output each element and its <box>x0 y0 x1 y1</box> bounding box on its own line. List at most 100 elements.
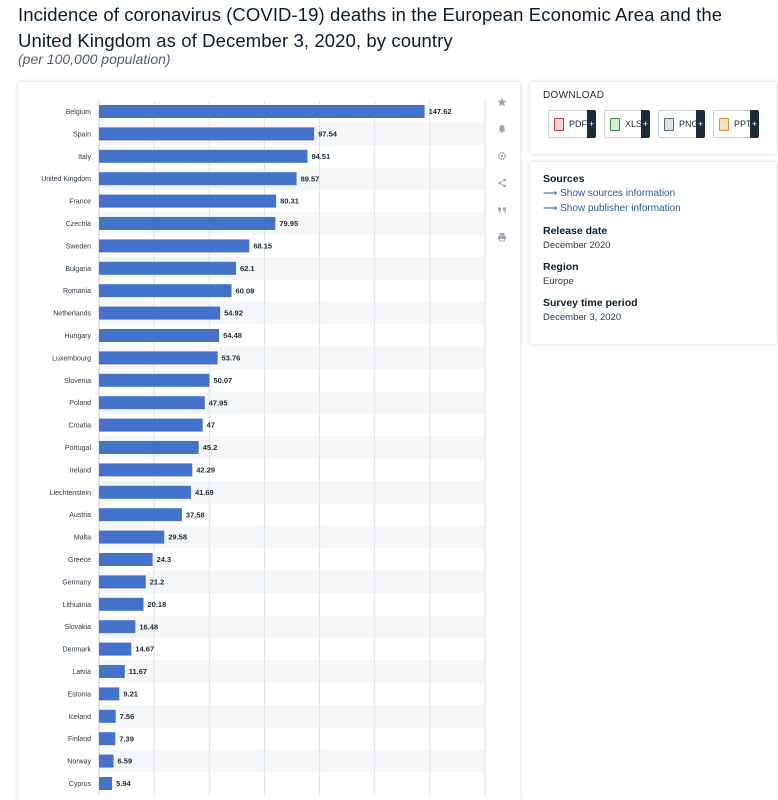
category-label: Spain <box>73 131 91 138</box>
download-pdf-button[interactable]: PDF + <box>548 110 596 138</box>
bar <box>99 754 114 768</box>
download-png-button[interactable]: PNG + <box>658 110 705 138</box>
category-label: Denmark <box>63 647 92 654</box>
plus-icon: + <box>587 110 596 138</box>
quote-icon[interactable] <box>490 198 514 222</box>
row-band <box>99 525 485 549</box>
value-label: 50.07 <box>213 376 232 385</box>
region-heading: Region <box>543 261 579 273</box>
row-band <box>99 615 485 638</box>
category-label: Romania <box>63 288 91 295</box>
chart-card: Belgium 147.62 Spain 97.54 Italy 94.51 United … <box>18 82 520 800</box>
value-label: 62.1 <box>240 264 255 273</box>
download-xls-button[interactable]: XLS + <box>604 110 650 138</box>
chart-toolbar <box>490 90 514 252</box>
region-value: Europe <box>543 276 574 287</box>
value-label: 20.18 <box>148 600 167 609</box>
show-sources-link[interactable]: ⟶ Show sources information <box>543 188 675 199</box>
value-label: 47.95 <box>209 398 228 407</box>
value-label: 7.56 <box>120 712 135 721</box>
bar <box>99 441 199 454</box>
value-label: 24.3 <box>157 555 172 564</box>
bar-chart: Belgium 147.62 Spain 97.54 Italy 94.51 United … <box>41 100 486 795</box>
value-label: 14.67 <box>135 645 154 654</box>
gear-icon[interactable] <box>490 144 514 168</box>
bar <box>99 194 277 208</box>
category-label: Iceland <box>68 714 91 721</box>
value-label: 11.67 <box>129 667 147 676</box>
download-pdf-label: PDF <box>569 119 587 129</box>
category-label: Estonia <box>68 691 91 698</box>
category-label: Hungary <box>65 333 92 340</box>
category-label: Poland <box>69 400 91 407</box>
category-label: Bulgaria <box>65 266 91 273</box>
category-label: Lithuania <box>63 602 92 609</box>
show-publisher-label: Show publisher information <box>560 203 681 214</box>
category-label: Norway <box>67 759 91 766</box>
ppt-file-icon <box>719 117 729 131</box>
value-label: 16.48 <box>139 622 158 631</box>
category-label: Croatia <box>68 423 91 430</box>
plus-icon: + <box>696 110 705 138</box>
value-label: 29.58 <box>168 533 187 542</box>
bar <box>99 485 191 499</box>
bell-icon[interactable] <box>490 117 514 141</box>
bar <box>99 642 132 656</box>
share-icon[interactable] <box>490 171 514 195</box>
value-label: 47 <box>207 421 215 430</box>
category-label: Finland <box>68 736 91 743</box>
category-label: Sweden <box>66 243 91 250</box>
category-label: Czechia <box>66 221 91 228</box>
value-label: 21.2 <box>150 578 165 587</box>
print-icon[interactable] <box>490 225 514 249</box>
row-band <box>99 481 485 504</box>
bar <box>99 597 144 611</box>
show-publisher-link[interactable]: ⟶ Show publisher information <box>543 203 681 214</box>
bar <box>99 351 218 365</box>
value-label: 54.48 <box>223 331 242 340</box>
value-label: 45.2 <box>203 443 218 452</box>
row-band <box>99 570 485 594</box>
category-label: Slovakia <box>65 624 92 631</box>
category-label: Belgium <box>66 109 91 116</box>
value-label: 42.29 <box>196 466 215 475</box>
bar <box>99 418 203 432</box>
info-panel: Sources ⟶ Show sources information ⟶ Sho… <box>530 162 776 344</box>
category-label: Ireland <box>70 467 92 474</box>
category-label: Austria <box>69 512 91 519</box>
value-label: 60.08 <box>236 286 255 295</box>
category-label: France <box>69 199 91 206</box>
category-label: Malta <box>74 535 91 542</box>
xls-file-icon <box>610 117 620 131</box>
download-title: DOWNLOAD <box>543 90 605 101</box>
row-band <box>99 749 485 773</box>
bar <box>99 508 182 522</box>
survey-period-heading: Survey time period <box>543 297 638 309</box>
arrow-right-icon: ⟶ <box>543 188 558 199</box>
survey-period-value: December 3, 2020 <box>543 312 622 323</box>
category-label: Italy <box>78 154 91 161</box>
value-label: 97.54 <box>318 130 338 139</box>
bar <box>99 284 232 298</box>
bar <box>99 149 308 163</box>
category-label: Luxembourg <box>52 355 91 362</box>
download-ppt-label: PPT <box>734 119 752 129</box>
value-label: 9.21 <box>123 690 138 699</box>
bar <box>99 553 153 566</box>
value-label: 94.51 <box>311 152 330 161</box>
value-label: 37.58 <box>186 510 205 519</box>
bar <box>99 732 116 746</box>
category-label: Netherlands <box>53 311 91 318</box>
value-label: 54.92 <box>224 309 243 318</box>
png-file-icon <box>664 117 674 131</box>
bar <box>99 239 250 253</box>
download-xls-label: XLS <box>625 119 643 129</box>
download-ppt-button[interactable]: PPT + <box>713 110 759 138</box>
plus-icon: + <box>641 110 650 138</box>
bar <box>99 665 125 678</box>
value-label: 5.94 <box>116 779 131 788</box>
category-label: Cyprus <box>69 781 92 788</box>
star-icon[interactable] <box>490 90 514 114</box>
page-title: Incidence of coronavirus (COVID-19) deat… <box>18 4 723 51</box>
sources-heading: Sources <box>543 173 585 185</box>
